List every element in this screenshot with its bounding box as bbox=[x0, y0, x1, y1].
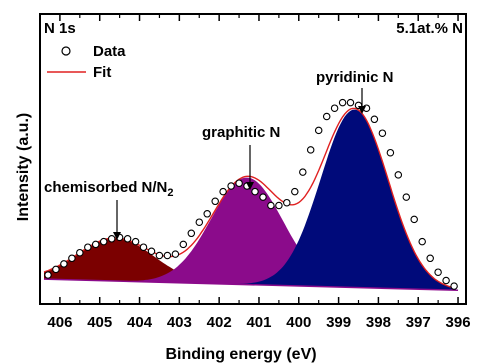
peak-component-2 bbox=[44, 109, 456, 291]
data-point bbox=[99, 237, 108, 246]
data-point bbox=[330, 104, 339, 112]
annotation-arrows bbox=[113, 88, 366, 240]
label-pyridinic-n: pyridinic N bbox=[316, 69, 394, 86]
plot-border bbox=[39, 13, 467, 305]
legend-fit-label: Fit bbox=[93, 64, 111, 81]
plot-frame bbox=[39, 13, 467, 305]
data-point bbox=[235, 179, 243, 187]
data-point bbox=[187, 229, 196, 238]
data-point bbox=[155, 251, 164, 260]
data-point bbox=[394, 171, 403, 179]
data-point bbox=[68, 254, 76, 263]
peak-component-1 bbox=[44, 177, 456, 291]
x-tick-label: 399 bbox=[326, 314, 351, 331]
data-point bbox=[267, 201, 275, 210]
data-point bbox=[283, 198, 291, 207]
data-point bbox=[275, 201, 283, 210]
data-point bbox=[123, 235, 132, 243]
data-point bbox=[211, 197, 219, 206]
data-point bbox=[410, 215, 418, 224]
x-axis-title: Binding energy (eV) bbox=[165, 346, 316, 363]
data-point bbox=[338, 98, 347, 107]
data-point bbox=[418, 237, 426, 246]
x-tick-label: 400 bbox=[286, 314, 311, 331]
x-tick-label: 402 bbox=[207, 314, 232, 331]
data-point bbox=[203, 210, 211, 218]
data-point bbox=[131, 237, 140, 246]
data-point bbox=[171, 250, 180, 258]
data-point bbox=[259, 193, 267, 201]
data-point bbox=[52, 265, 60, 274]
x-tick-label: 404 bbox=[127, 314, 153, 331]
x-tick-label: 398 bbox=[366, 314, 391, 331]
x-tick-label: 396 bbox=[446, 314, 471, 331]
data-point bbox=[386, 148, 395, 157]
legend-data-marker bbox=[61, 46, 71, 56]
legend: Data Fit bbox=[47, 43, 126, 81]
data-point bbox=[442, 276, 450, 285]
component-peaks bbox=[44, 109, 456, 291]
corner-note: 5.1at.% N bbox=[396, 20, 463, 37]
data-point bbox=[322, 112, 331, 121]
data-point bbox=[434, 268, 442, 276]
data-point bbox=[179, 240, 188, 249]
data-point bbox=[251, 187, 259, 196]
y-axis-title: Intensity (a.u.) bbox=[15, 113, 32, 221]
x-tick-label: 403 bbox=[167, 314, 192, 331]
data-point bbox=[91, 240, 100, 249]
data-point bbox=[306, 146, 315, 154]
baseline-line bbox=[43, 278, 459, 292]
data-point bbox=[60, 260, 68, 268]
data-point bbox=[44, 271, 52, 279]
data-point bbox=[147, 247, 156, 256]
data-point bbox=[314, 126, 323, 135]
legend-data-label: Data bbox=[93, 43, 126, 60]
peak-component-0 bbox=[44, 238, 456, 291]
data-point bbox=[163, 251, 172, 260]
x-axis-ticks: 406 405 404 403 402 401 400 399 398 397 396 bbox=[47, 14, 471, 331]
x-tick-label: 405 bbox=[87, 314, 112, 331]
data-point bbox=[195, 218, 204, 226]
data-point bbox=[370, 115, 379, 124]
arrow-head-2 bbox=[358, 106, 366, 114]
data-point bbox=[378, 129, 387, 137]
arrow-head-1 bbox=[246, 182, 254, 190]
x-tick-label: 401 bbox=[246, 314, 271, 331]
data-point bbox=[76, 248, 84, 257]
data-point bbox=[299, 168, 307, 176]
data-point bbox=[227, 182, 235, 190]
data-point bbox=[219, 187, 227, 196]
data-point bbox=[402, 193, 411, 201]
x-tick-label: 406 bbox=[47, 314, 72, 331]
label-chemisorbed-n: chemisorbed N/N2 bbox=[44, 179, 174, 199]
baseline-segment bbox=[43, 278, 459, 292]
data-points bbox=[44, 98, 458, 290]
data-point bbox=[84, 243, 92, 251]
label-chemisorbed-subscript: 2 bbox=[167, 187, 173, 199]
data-point bbox=[139, 243, 148, 251]
data-point bbox=[291, 187, 299, 196]
data-point bbox=[346, 98, 355, 107]
x-tick-label: 397 bbox=[406, 314, 431, 331]
data-point bbox=[450, 282, 458, 290]
data-point bbox=[107, 235, 116, 243]
label-chemisorbed-main: chemisorbed N/N bbox=[44, 179, 167, 196]
data-point bbox=[426, 254, 434, 263]
label-graphitic-n: graphitic N bbox=[202, 124, 280, 141]
panel-label: N 1s bbox=[44, 20, 76, 37]
arrow-head-0 bbox=[113, 232, 121, 240]
